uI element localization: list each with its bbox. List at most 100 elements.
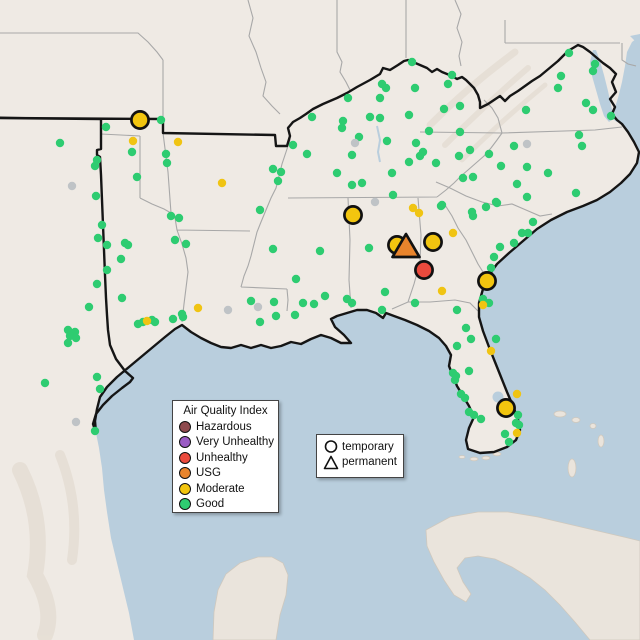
station-dot-good[interactable] bbox=[101, 122, 111, 132]
highlighted-station-circle-moderate[interactable] bbox=[130, 110, 150, 130]
station-dot-good[interactable] bbox=[55, 138, 65, 148]
station-dot-good[interactable] bbox=[288, 140, 298, 150]
station-dot-good[interactable] bbox=[168, 314, 178, 324]
station-dot-good[interactable] bbox=[102, 265, 112, 275]
station-dot-good[interactable] bbox=[150, 317, 160, 327]
station-dot-good[interactable] bbox=[302, 149, 312, 159]
station-dot-no-data[interactable] bbox=[71, 417, 81, 427]
station-dot-good[interactable] bbox=[92, 279, 102, 289]
station-dot-moderate[interactable] bbox=[486, 346, 496, 356]
station-dot-good[interactable] bbox=[468, 172, 478, 182]
station-dot-good[interactable] bbox=[424, 126, 434, 136]
station-dot-good[interactable] bbox=[564, 48, 574, 58]
station-dot-good[interactable] bbox=[492, 198, 502, 208]
station-dot-good[interactable] bbox=[387, 168, 397, 178]
station-dot-good[interactable] bbox=[514, 420, 524, 430]
station-dot-good[interactable] bbox=[178, 312, 188, 322]
station-dot-good[interactable] bbox=[437, 200, 447, 210]
station-dot-good[interactable] bbox=[375, 113, 385, 123]
highlighted-station-circle-moderate[interactable] bbox=[343, 205, 363, 225]
station-dot-good[interactable] bbox=[447, 70, 457, 80]
station-dot-good[interactable] bbox=[290, 310, 300, 320]
station-dot-no-data[interactable] bbox=[350, 138, 360, 148]
station-dot-good[interactable] bbox=[381, 83, 391, 93]
station-dot-good[interactable] bbox=[161, 149, 171, 159]
station-dot-good[interactable] bbox=[522, 162, 532, 172]
station-dot-good[interactable] bbox=[246, 296, 256, 306]
station-dot-good[interactable] bbox=[455, 127, 465, 137]
station-dot-good[interactable] bbox=[332, 168, 342, 178]
station-dot-good[interactable] bbox=[298, 298, 308, 308]
station-dot-good[interactable] bbox=[354, 132, 364, 142]
station-dot-moderate[interactable] bbox=[437, 286, 447, 296]
station-dot-moderate[interactable] bbox=[414, 208, 424, 218]
station-dot-good[interactable] bbox=[495, 242, 505, 252]
station-dot-good[interactable] bbox=[522, 192, 532, 202]
station-dot-good[interactable] bbox=[574, 130, 584, 140]
station-dot-good[interactable] bbox=[491, 334, 501, 344]
station-dot-good[interactable] bbox=[513, 410, 523, 420]
station-dot-good[interactable] bbox=[315, 246, 325, 256]
station-dot-good[interactable] bbox=[454, 151, 464, 161]
station-dot-good[interactable] bbox=[271, 311, 281, 321]
station-dot-good[interactable] bbox=[496, 161, 506, 171]
station-dot-good[interactable] bbox=[461, 323, 471, 333]
station-dot-good[interactable] bbox=[415, 151, 425, 161]
station-dot-good[interactable] bbox=[343, 93, 353, 103]
station-dot-good[interactable] bbox=[571, 188, 581, 198]
station-dot-good[interactable] bbox=[486, 263, 496, 273]
station-dot-good[interactable] bbox=[404, 110, 414, 120]
station-dot-good[interactable] bbox=[455, 101, 465, 111]
station-dot-good[interactable] bbox=[411, 138, 421, 148]
station-dot-good[interactable] bbox=[465, 145, 475, 155]
station-dot-good[interactable] bbox=[166, 211, 176, 221]
station-dot-no-data[interactable] bbox=[522, 139, 532, 149]
station-dot-good[interactable] bbox=[92, 372, 102, 382]
station-dot-no-data[interactable] bbox=[223, 305, 233, 315]
station-dot-good[interactable] bbox=[97, 220, 107, 230]
station-dot-good[interactable] bbox=[357, 178, 367, 188]
station-dot-good[interactable] bbox=[450, 375, 460, 385]
station-dot-good[interactable] bbox=[309, 299, 319, 309]
station-dot-good[interactable] bbox=[588, 66, 598, 76]
station-dot-good[interactable] bbox=[347, 150, 357, 160]
station-dot-good[interactable] bbox=[255, 205, 265, 215]
station-dot-good[interactable] bbox=[523, 228, 533, 238]
station-dot-good[interactable] bbox=[375, 93, 385, 103]
highlighted-station-circle-moderate[interactable] bbox=[496, 398, 516, 418]
station-dot-moderate[interactable] bbox=[478, 300, 488, 310]
station-dot-good[interactable] bbox=[337, 123, 347, 133]
station-dot-good[interactable] bbox=[377, 305, 387, 315]
station-dot-good[interactable] bbox=[431, 158, 441, 168]
highlighted-station-circle-moderate[interactable] bbox=[477, 271, 497, 291]
station-dot-good[interactable] bbox=[291, 274, 301, 284]
station-dot-good[interactable] bbox=[268, 164, 278, 174]
station-dot-moderate[interactable] bbox=[193, 303, 203, 313]
station-dot-good[interactable] bbox=[127, 147, 137, 157]
station-dot-good[interactable] bbox=[478, 294, 488, 304]
station-dot-good[interactable] bbox=[40, 378, 50, 388]
station-dot-good[interactable] bbox=[156, 115, 166, 125]
station-dot-good[interactable] bbox=[404, 157, 414, 167]
station-dot-good[interactable] bbox=[273, 176, 283, 186]
station-dot-good[interactable] bbox=[452, 341, 462, 351]
station-dot-moderate[interactable] bbox=[512, 389, 522, 399]
station-dot-good[interactable] bbox=[439, 104, 449, 114]
station-dot-moderate[interactable] bbox=[142, 316, 152, 326]
station-dot-good[interactable] bbox=[91, 191, 101, 201]
station-dot-good[interactable] bbox=[90, 426, 100, 436]
station-dot-good[interactable] bbox=[382, 136, 392, 146]
station-dot-good[interactable] bbox=[255, 317, 265, 327]
station-dot-good[interactable] bbox=[556, 71, 566, 81]
station-dot-good[interactable] bbox=[468, 211, 478, 221]
station-dot-good[interactable] bbox=[95, 384, 105, 394]
station-dot-good[interactable] bbox=[174, 213, 184, 223]
station-dot-no-data[interactable] bbox=[253, 302, 263, 312]
station-dot-good[interactable] bbox=[102, 240, 112, 250]
station-dot-good[interactable] bbox=[512, 179, 522, 189]
station-dot-good[interactable] bbox=[464, 366, 474, 376]
station-dot-good[interactable] bbox=[509, 141, 519, 151]
station-dot-good[interactable] bbox=[320, 291, 330, 301]
station-dot-good[interactable] bbox=[116, 254, 126, 264]
station-dot-good[interactable] bbox=[71, 333, 81, 343]
